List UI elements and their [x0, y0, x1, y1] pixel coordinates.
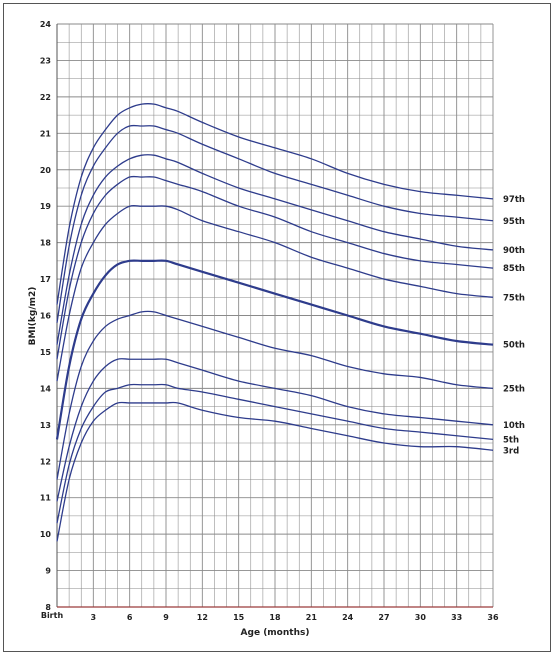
y-tick-label: 21 — [40, 129, 52, 138]
series-line-85th — [56, 175, 494, 360]
series-label-95th: 95th — [503, 217, 525, 227]
y-tick-label: 8 — [45, 603, 51, 612]
y-tick-label: 13 — [40, 421, 51, 430]
series-label-50th: 50th — [503, 341, 525, 351]
series-line-5th — [56, 383, 494, 524]
series-label-25th: 25th — [503, 384, 525, 394]
x-tick-label-birth: Birth — [41, 611, 64, 620]
y-axis-label: BMI(kg/m2) — [28, 287, 38, 346]
series-line-3rd — [56, 401, 494, 542]
series-line-50th — [55, 259, 494, 440]
y-tick-label: 20 — [40, 166, 52, 175]
x-tick-label: 9 — [163, 613, 169, 622]
series-label-85th: 85th — [503, 264, 525, 274]
series-label-10th: 10th — [503, 421, 525, 431]
series-label-75th: 75th — [503, 293, 525, 303]
series-label-3rd: 3rd — [503, 446, 519, 456]
x-tick-label: 21 — [306, 613, 318, 622]
y-tick-label: 12 — [40, 457, 51, 466]
x-tick-label: Birth — [41, 611, 64, 620]
x-tick-label: 18 — [269, 613, 281, 622]
series-line-75th — [56, 205, 494, 382]
y-tick-label: 18 — [40, 239, 52, 248]
y-tick-label: 10 — [40, 530, 52, 539]
y-tick-label: 9 — [45, 567, 51, 576]
series-line-25th — [56, 310, 494, 480]
x-tick-label: 36 — [487, 613, 499, 622]
x-tick-label: 33 — [451, 613, 462, 622]
chart-frame — [3, 3, 551, 652]
percentile-lines — [55, 103, 494, 542]
y-tick-label: 17 — [40, 275, 51, 284]
x-tick-label: 30 — [415, 613, 427, 622]
x-tick-label: 12 — [197, 613, 208, 622]
series-label-90th: 90th — [503, 246, 525, 256]
y-tick-label: 15 — [40, 348, 52, 357]
series-line-10th — [56, 358, 494, 502]
series-line-90th — [56, 154, 494, 345]
y-tick-labels: 8 9 10 11 12 13 14 15 16 17 18 19 20 21 22 23 24 — [40, 20, 52, 612]
y-tick-label: 22 — [40, 93, 51, 102]
x-tick-label: 24 — [342, 613, 354, 622]
x-tick-label: 3 — [91, 613, 97, 622]
axes — [56, 24, 493, 608]
series-line-97th — [56, 103, 494, 305]
y-tick-label: 16 — [40, 312, 52, 321]
x-tick-label: 15 — [233, 613, 245, 622]
y-tick-label: 19 — [40, 202, 52, 211]
series-line-95th — [56, 124, 494, 323]
series-label-97th: 97th — [503, 195, 525, 205]
y-tick-label: 24 — [40, 20, 52, 29]
x-tick-label: 6 — [127, 613, 133, 622]
y-tick-label: 23 — [40, 56, 51, 65]
horizontal-gridlines — [57, 23, 493, 608]
x-tick-label: 27 — [378, 613, 389, 622]
y-tick-label: 11 — [40, 494, 52, 503]
x-axis-label: Age (months) — [241, 628, 310, 638]
x-tick-labels: Birth 3 6 9 12 15 18 21 24 27 30 33 36 — [41, 611, 499, 622]
series-label-5th: 5th — [503, 435, 519, 445]
y-tick-label: 14 — [40, 384, 52, 393]
